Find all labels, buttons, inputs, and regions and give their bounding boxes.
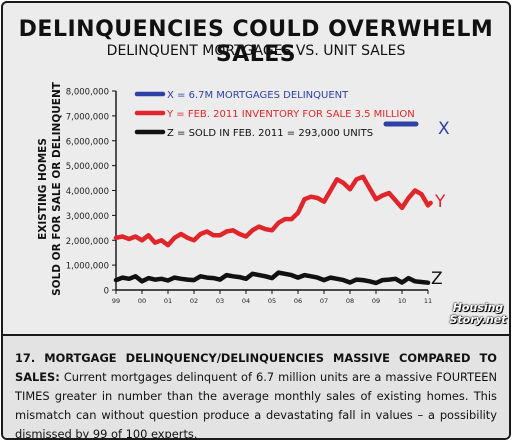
y-tick-label: 6,000,000 (66, 137, 109, 147)
x-tick-label: 09 (372, 297, 380, 305)
y-tick-label: 8,000,000 (66, 88, 109, 98)
y-tick-label: 0 (104, 287, 109, 297)
y-tick-label: 2,000,000 (66, 237, 109, 247)
x-tick-label: 00 (138, 297, 146, 305)
footnote-body: Current mortgages delinquent of 6.7 mill… (15, 370, 497, 440)
legend-item-y: Y = FEB. 2011 INVENTORY FOR SALE 3.5 MIL… (166, 109, 415, 120)
series-lines (113, 174, 433, 286)
series-line-y (113, 174, 433, 248)
y-tick-label: 5,000,000 (66, 162, 109, 172)
section-divider (3, 334, 509, 336)
y-tick-labels: 0 1,000,000 2,000,000 3,000,000 4,000,000 5,0… (66, 88, 116, 297)
logo-line2: Story.net (449, 313, 507, 326)
x-tick-label: 03 (216, 297, 224, 305)
series-end-label-z: Z (431, 269, 443, 289)
footnote-panel: 17. MORTGAGE DELINQUENCY/DELINQUENCIES M… (3, 336, 509, 438)
x-tick-label: 01 (164, 297, 172, 305)
line-chart: EXISTING HOMES SOLD OR FOR SALE OR DELIN… (37, 81, 450, 305)
footnote-lead: 17. MORTGAGE DELINQUENCY/DELINQUENCIES M… (15, 351, 497, 384)
x-tick-label: 02 (190, 297, 198, 305)
series-end-labels: X Y Z (383, 119, 450, 289)
y-tick-label: 3,000,000 (66, 212, 109, 222)
x-tick-label: 04 (242, 297, 250, 305)
footnote-text: 17. MORTGAGE DELINQUENCY/DELINQUENCIES M… (15, 349, 497, 440)
chart-axes (115, 91, 428, 291)
subhead: DELINQUENT MORTGAGES VS. UNIT SALES (106, 43, 406, 59)
x-tick-label: 05 (268, 297, 276, 305)
y-axis-label-line1: EXISTING HOMES (37, 138, 49, 240)
y-tick-label: 4,000,000 (66, 187, 109, 197)
x-tick-label: 08 (346, 297, 354, 305)
y-tick-label: 7,000,000 (66, 112, 109, 122)
legend-item-x: X = 6.7M MORTGAGES DELINQUENT (167, 90, 349, 101)
series-end-label-y: Y (434, 192, 446, 212)
series-end-label-x: X (438, 119, 450, 139)
series-line-z (113, 270, 431, 286)
x-tick-label: 99 (112, 297, 120, 305)
x-tick-label: 07 (320, 297, 328, 305)
y-axis-label-line2: SOLD OR FOR SALE OR DELINQUENT (51, 81, 63, 296)
y-axis-label: EXISTING HOMES SOLD OR FOR SALE OR DELIN… (37, 81, 63, 296)
logo-line1: Housing (452, 301, 504, 314)
y-tick-label: 1,000,000 (66, 262, 109, 272)
x-tick-label: 10 (398, 297, 406, 305)
x-tick-label: 11 (424, 297, 432, 305)
legend-item-z: Z = SOLD IN FEB. 2011 = 293,000 UNITS (167, 128, 373, 139)
housingstory-logo: Housing Story.net (449, 302, 507, 326)
x-tick-label: 06 (294, 297, 302, 305)
x-tick-labels: 99 00 01 02 03 04 05 06 07 08 09 10 11 (112, 290, 432, 305)
headline: DELINQUENCIES COULD OVERWHELM SALES (18, 17, 494, 67)
legend: X = 6.7M MORTGAGES DELINQUENT Y = FEB. 20… (134, 90, 415, 139)
